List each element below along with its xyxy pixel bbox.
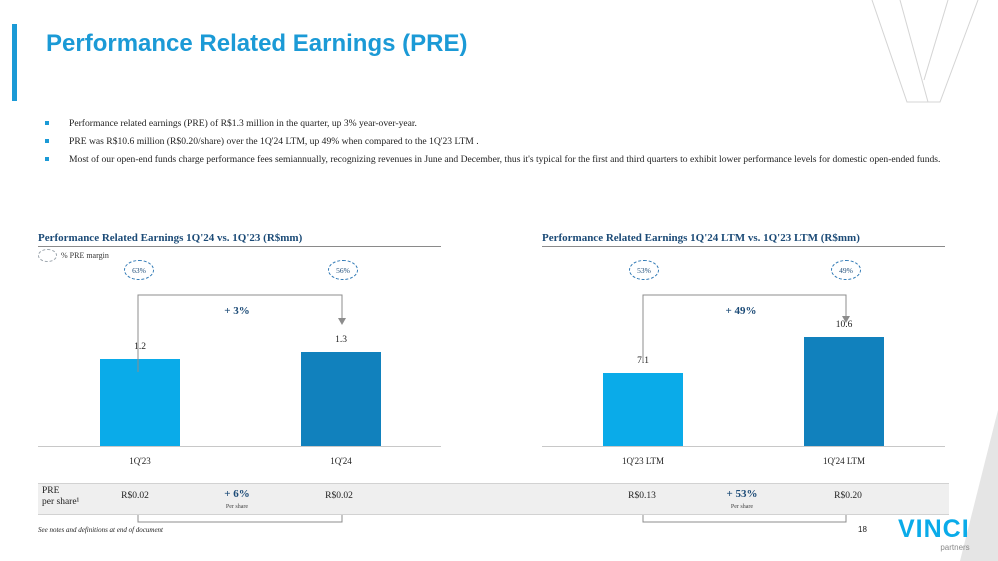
bullet-list: Performance related earnings (PRE) of R$… — [44, 117, 944, 171]
margin-badge: 63% — [124, 260, 154, 280]
per-share-growth: + 53% — [726, 488, 758, 500]
bullet-item: Performance related earnings (PRE) of R$… — [44, 117, 944, 130]
per-share-label-line2: per share¹ — [42, 497, 80, 507]
title-accent-bar — [12, 24, 17, 101]
per-share-label: PRE per share¹ — [42, 486, 79, 508]
per-share-label-line1: PRE — [42, 486, 60, 496]
growth-label: + 3% — [224, 305, 250, 317]
x-tick-label: 1Q'24 LTM — [822, 456, 866, 466]
per-share-sub: Per share — [225, 504, 249, 510]
footnote: See notes and definitions at end of docu… — [38, 526, 164, 534]
x-tick-label: 1Q'23 LTM — [621, 456, 665, 466]
growth-connector — [642, 294, 847, 362]
bar-1q23-ltm — [603, 373, 683, 446]
bullet-marker-icon — [45, 121, 49, 125]
per-share-connector — [642, 513, 847, 523]
per-share-value: R$0.20 — [834, 491, 862, 501]
bullet-item: PRE was R$10.6 million (R$0.20/share) ov… — [44, 135, 944, 148]
bullet-marker-icon — [45, 157, 49, 161]
bullet-marker-icon — [45, 139, 49, 143]
bar-value-label: 10.6 — [835, 320, 853, 330]
per-share-value: R$0.13 — [628, 491, 656, 501]
x-axis — [542, 446, 945, 447]
per-share-connector — [137, 513, 343, 523]
legend: % PRE margin — [38, 249, 109, 262]
margin-badge: 53% — [629, 260, 659, 280]
logo-name: VINCI — [898, 515, 970, 543]
bar-value-label: 1.3 — [335, 335, 347, 345]
bar-value-label: 1.2 — [134, 342, 146, 352]
arrow-down-icon — [842, 316, 850, 323]
x-axis — [38, 446, 441, 447]
bullet-item: Most of our open-end funds charge perfor… — [44, 153, 944, 166]
bullet-text: PRE was R$10.6 million (R$0.20/share) ov… — [69, 136, 479, 147]
x-tick-label: 1Q'23 — [129, 456, 151, 466]
bar-1q23 — [100, 359, 180, 446]
growth-label: + 49% — [725, 305, 757, 317]
page-number: 18 — [858, 525, 867, 534]
per-share-sub: Per share — [730, 504, 754, 510]
margin-badge: 56% — [328, 260, 358, 280]
chart-title-quarter: Performance Related Earnings 1Q'24 vs. 1… — [38, 232, 441, 247]
margin-legend-icon — [38, 249, 57, 262]
logo-sub: partners — [940, 543, 970, 552]
legend-label: % PRE margin — [61, 251, 109, 260]
per-share-growth: + 6% — [224, 488, 250, 500]
margin-badge: 49% — [831, 260, 861, 280]
bar-1q24 — [301, 352, 381, 446]
bullet-text: Most of our open-end funds charge perfor… — [69, 154, 941, 165]
growth-connector — [137, 294, 343, 372]
bar-1q24-ltm — [804, 337, 884, 446]
chart-title-ltm: Performance Related Earnings 1Q'24 LTM v… — [542, 232, 945, 247]
page-title: Performance Related Earnings (PRE) — [46, 30, 468, 57]
arrow-down-icon — [338, 318, 346, 325]
per-share-value: R$0.02 — [325, 491, 353, 501]
per-share-value: R$0.02 — [121, 491, 149, 501]
vinci-logo: VINCI partners — [898, 516, 970, 552]
x-tick-label: 1Q'24 — [330, 456, 352, 466]
per-share-band — [38, 483, 949, 515]
bullet-text: Performance related earnings (PRE) of R$… — [69, 118, 417, 129]
